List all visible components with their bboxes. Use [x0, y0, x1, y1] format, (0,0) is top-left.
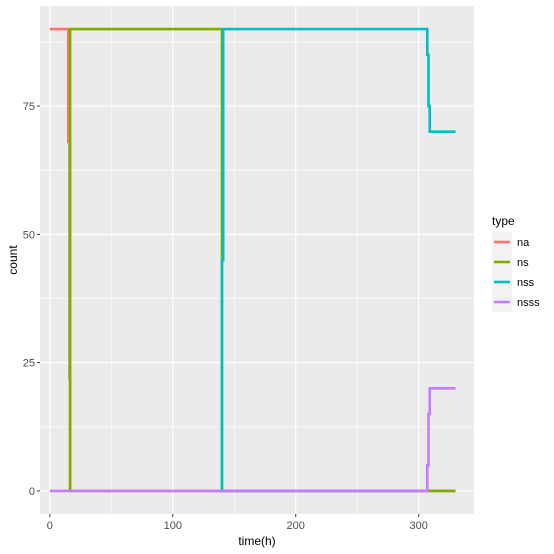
y-axis-ticks: 0 25 50 75: [23, 101, 40, 498]
plot-panel: [40, 6, 474, 514]
y-tick-label: 0: [29, 486, 35, 498]
series-lines: [49, 27, 456, 493]
legend-label-ns: ns: [517, 257, 529, 269]
x-tick-label: 100: [164, 520, 182, 532]
minor-gridlines: [40, 6, 474, 514]
legend: type na ns nss nsss: [492, 214, 540, 312]
x-axis-ticks: 0 100 200 300: [47, 514, 428, 532]
legend-label-na: na: [517, 237, 530, 249]
x-axis-title: time(h): [238, 534, 275, 548]
y-axis-title: count: [6, 245, 20, 275]
y-tick-label: 75: [23, 101, 35, 113]
series-line-nsss: [49, 386, 456, 493]
x-tick-label: 300: [409, 520, 427, 532]
x-tick-label: 0: [47, 520, 53, 532]
legend-label-nss: nss: [517, 277, 535, 289]
legend-title: type: [492, 214, 515, 228]
y-tick-label: 50: [23, 229, 35, 241]
x-tick-label: 200: [287, 520, 305, 532]
y-tick-label: 25: [23, 358, 35, 370]
series-line-nss: [220, 27, 456, 491]
legend-label-nsss: nsss: [517, 297, 540, 309]
